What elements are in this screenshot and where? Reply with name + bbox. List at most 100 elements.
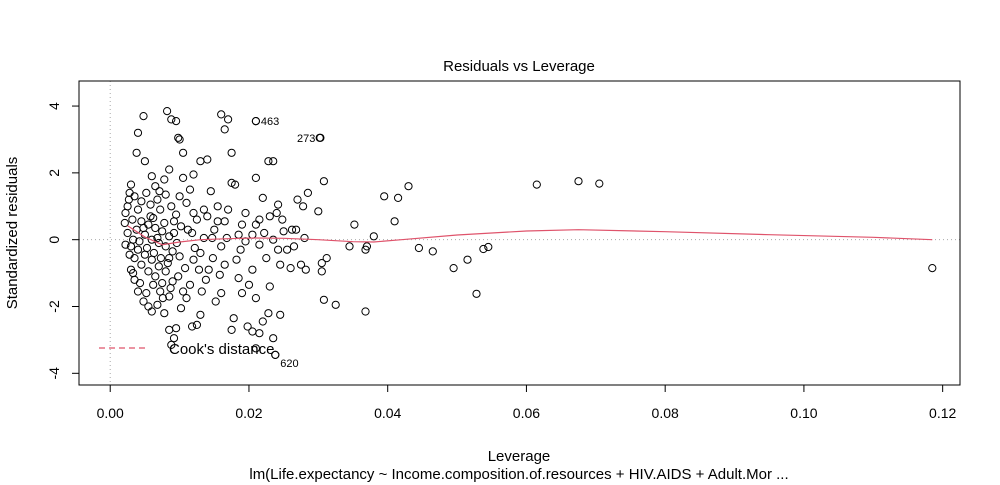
data-point: [303, 188, 312, 197]
data-point: [156, 254, 165, 263]
y-tick-label: 2: [46, 169, 62, 177]
data-point: [166, 284, 175, 293]
data-point: [133, 205, 143, 214]
data-point: [144, 267, 153, 276]
data-point: [345, 242, 354, 251]
data-point: [394, 193, 403, 202]
data-point: [229, 314, 238, 323]
data-point: [181, 264, 190, 273]
data-point: [278, 215, 287, 224]
data-point: [149, 280, 158, 289]
data-point: [472, 289, 481, 298]
data-point: [185, 280, 195, 289]
point-label-620: 620: [280, 358, 298, 370]
data-points: [120, 107, 937, 359]
data-point: [361, 307, 370, 316]
data-point: [217, 110, 226, 119]
data-point: [137, 197, 146, 206]
data-point: [165, 292, 174, 301]
point-label-463: 463: [261, 116, 279, 128]
data-point: [158, 294, 167, 303]
data-point: [169, 217, 179, 226]
data-point: [160, 175, 169, 184]
data-point: [232, 255, 241, 264]
data-point: [227, 325, 236, 334]
data-point: [208, 254, 217, 263]
data-point: [153, 233, 162, 243]
data-point: [179, 148, 188, 157]
data-point: [213, 217, 222, 226]
data-point: [928, 264, 937, 273]
data-point: [168, 247, 177, 256]
data-point: [174, 272, 183, 281]
chart-title: Residuals vs Leverage: [443, 58, 595, 75]
point-labels: 463 273 620: [261, 116, 316, 370]
data-point: [289, 242, 299, 251]
data-point: [484, 242, 493, 252]
data-point: [132, 148, 141, 157]
data-point: [248, 265, 257, 274]
data-point: [133, 287, 143, 296]
data-point: [241, 208, 250, 218]
y-tick-label: 4: [46, 102, 62, 110]
data-point: [194, 265, 204, 274]
x-axis-label: Leverage: [488, 448, 551, 465]
data-point: [317, 259, 326, 268]
data-point: [319, 295, 328, 304]
data-point: [149, 248, 158, 258]
data-point: [269, 235, 278, 244]
data-point: [183, 225, 192, 234]
data-point: [199, 205, 208, 214]
data-point: [165, 232, 174, 241]
data-point: [140, 157, 149, 166]
data-point: [189, 170, 198, 179]
data-point: [146, 200, 155, 209]
data-point: [147, 172, 156, 181]
data-point: [120, 218, 129, 228]
data-point: [265, 282, 274, 291]
data-point: [404, 182, 413, 191]
data-point: [237, 220, 247, 229]
data-point: [276, 260, 285, 269]
data-point: [196, 157, 205, 166]
data-point: [390, 217, 399, 226]
data-point: [217, 242, 226, 251]
data-point: [197, 287, 206, 296]
data-point: [135, 279, 145, 288]
data-point: [124, 195, 133, 204]
data-point: [160, 309, 169, 318]
data-point: [158, 279, 167, 288]
data-point: [161, 267, 170, 276]
y-tick-label: -4: [46, 367, 62, 380]
data-point: [319, 177, 328, 186]
data-point: [274, 200, 283, 209]
smooth-line: [127, 225, 933, 246]
y-axis-label: Standardized residuals: [4, 157, 21, 310]
data-point: [208, 233, 217, 243]
data-point: [210, 225, 219, 234]
legend: Cook's distance: [99, 341, 274, 358]
data-point: [322, 254, 331, 263]
y-tick-label: -2: [46, 300, 62, 313]
data-point: [165, 254, 174, 263]
data-point: [215, 270, 224, 279]
data-point: [203, 212, 212, 221]
data-point: [204, 265, 213, 274]
labeled-point-463: [251, 117, 260, 126]
data-point: [179, 287, 188, 296]
data-point: [147, 307, 156, 316]
data-point: [331, 300, 340, 309]
data-point: [369, 232, 378, 241]
data-point: [189, 255, 198, 264]
data-point: [137, 260, 146, 269]
data-point: [189, 208, 198, 218]
data-point: [283, 245, 292, 254]
data-point: [251, 173, 260, 182]
data-point: [174, 133, 183, 142]
x-axis: 0.00 0.02 0.04 0.06 0.08 0.10 0.12: [97, 384, 956, 421]
data-point: [213, 202, 222, 211]
data-point: [182, 198, 191, 207]
data-point: [314, 207, 323, 216]
data-point: [258, 193, 267, 202]
